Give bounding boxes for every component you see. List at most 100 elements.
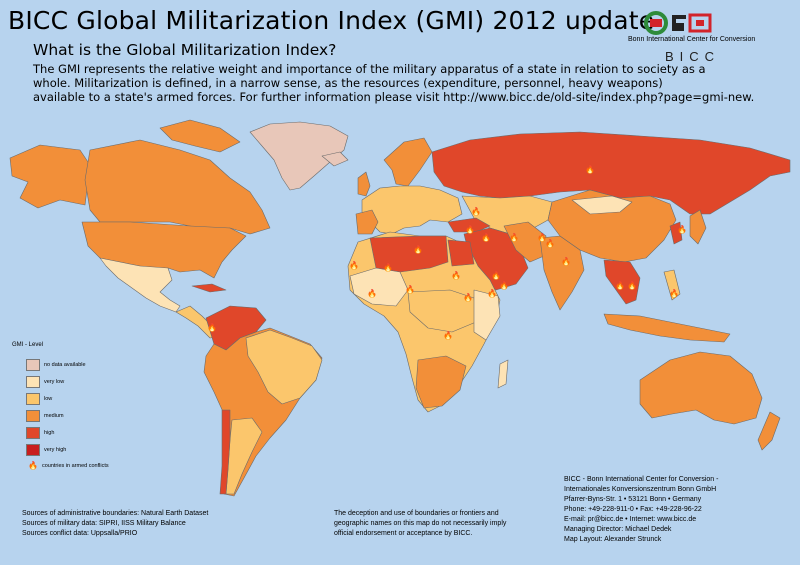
conflict-markers: 🔥 🔥 🔥 🔥 🔥 🔥 🔥 🔥 🔥 🔥 🔥 🔥 🔥 🔥 🔥 🔥 🔥 🔥 🔥 🔥 … [207,164,687,340]
region-korea [669,221,683,245]
map-legend: GMI - Level no data available very low l… [12,342,132,470]
legend-swatch [26,358,40,371]
legend-conflict-label: countries in armed conflicts [41,462,109,469]
region-turkey [447,217,491,233]
region-europe [361,185,463,235]
legend-item: no data available [12,356,132,373]
region-brazil [245,329,323,405]
flame-icon: 🔥 [471,206,481,216]
legend-item: very high [12,441,132,458]
flame-icon: 🔥 [481,232,491,242]
region-chile [219,409,231,495]
legend-item: medium [12,407,132,424]
legend-swatch [26,426,40,439]
contact-line: Internationales Konversionszentrum Bonn … [564,486,717,493]
region-madagascar [497,359,509,389]
region-egypt [447,239,475,267]
flame-icon: 🔥 [677,224,687,234]
region-iceland [321,151,349,167]
legend-label: no data available [44,361,86,368]
flame-icon: 🔥 [443,330,453,340]
description-line: whole. Militarization is defined, in a n… [33,76,663,90]
region-china [547,189,677,263]
region-indonesia [603,313,731,343]
legend-item: high [12,424,132,441]
region-greenland [249,121,349,191]
legend-label: high [44,429,55,436]
legend-item: low [12,390,132,407]
region-mongolia [571,195,633,215]
region-west-africa [349,267,409,307]
region-central-africa [407,289,477,333]
logo-letters: BICC [665,49,721,64]
flame-icon: 🔥 [413,244,423,254]
bicc-logo [644,11,712,35]
region-australia [639,351,763,425]
description-line: available to a state's armed forces. For… [33,90,755,104]
page-subtitle: What is the Global Militarization Index? [33,41,337,59]
region-uk [357,171,371,197]
region-southern-africa [415,355,467,409]
legend-label: low [44,395,53,402]
contact-line: E-mail: pr@bicc.de • Internet: www.bicc.… [564,516,697,523]
region-se-asia [603,259,641,305]
contact-line: Map Layout: Alexander Strunck [564,536,662,543]
logo-org-name: Bonn International Center for Conversion [628,36,756,43]
description: The GMI represents the relative weight a… [33,62,755,104]
region-cuba [191,283,227,293]
flame-icon: 🔥 [349,260,359,270]
flame-icon: 🔥 [545,238,555,248]
region-argentina [225,417,263,495]
legend-label: very low [44,378,65,385]
source-line: Sources conflict data: Uppsalla/PRIO [22,530,138,537]
disclaimer-line: The deception and use of boundaries or f… [334,510,499,517]
legend-item: very low [12,373,132,390]
region-philippines [663,269,681,301]
description-line: The GMI represents the relative weight a… [33,62,706,76]
contact-line: Managing Director: Michael Dedek [564,526,672,533]
flame-icon: 🔥 [383,262,393,272]
page-title: BICC Global Militarization Index (GMI) 2… [8,6,655,35]
source-line: Sources of administrative boundaries: Na… [22,510,209,517]
legend-swatch [26,392,40,405]
flame-icon: 🔥 [207,322,217,332]
disclaimer-line: official endorsement or acceptance by BI… [334,530,473,537]
legend-label: very high [44,446,67,453]
region-mexico [99,257,181,313]
region-japan [689,209,707,245]
flame-icon: 🔥 [669,288,679,298]
legend-swatch [26,443,40,456]
legend-conflict: 🔥 countries in armed conflicts [12,461,132,470]
flame-icon: 🔥 [487,288,497,298]
legend-title: GMI - Level [12,342,44,348]
legend-swatch [26,375,40,388]
flame-icon: 🔥 [627,280,637,290]
flame-icon: 🔥 [463,292,473,302]
legend-label: medium [44,412,64,419]
disclaimer: The deception and use of boundaries or f… [334,509,524,539]
sources: Sources of administrative boundaries: Na… [22,509,208,539]
flame-icon: 🔥 [491,270,501,280]
flame-icon: 🔥 [451,270,461,280]
flame-icon: 🔥 [561,256,571,266]
flame-icon: 🔥 [537,232,547,242]
flame-icon: 🔥 [615,280,625,290]
legend-swatch [26,409,40,422]
region-alaska [9,144,91,209]
contact-line: Pfarrer-Byns-Str. 1 • 53121 Bonn • Germa… [564,496,702,503]
region-scandinavia [383,137,433,187]
disclaimer-line: geographic names on this map do not nece… [334,520,507,527]
region-iberia [355,209,379,235]
flame-icon: 🔥 [28,461,38,470]
flame-icon: 🔥 [405,284,415,294]
flame-icon: 🔥 [499,280,509,290]
source-line: Sources of military data: SIPRI, IISS Mi… [22,520,186,527]
flame-icon: 🔥 [585,164,595,174]
contact-line: BICC - Bonn International Center for Con… [564,476,719,483]
contact-info: BICC - Bonn International Center for Con… [564,475,718,545]
flame-icon: 🔥 [465,224,475,234]
region-east-africa [473,289,501,341]
flame-icon: 🔥 [367,288,377,298]
region-canada-islands [159,119,241,153]
